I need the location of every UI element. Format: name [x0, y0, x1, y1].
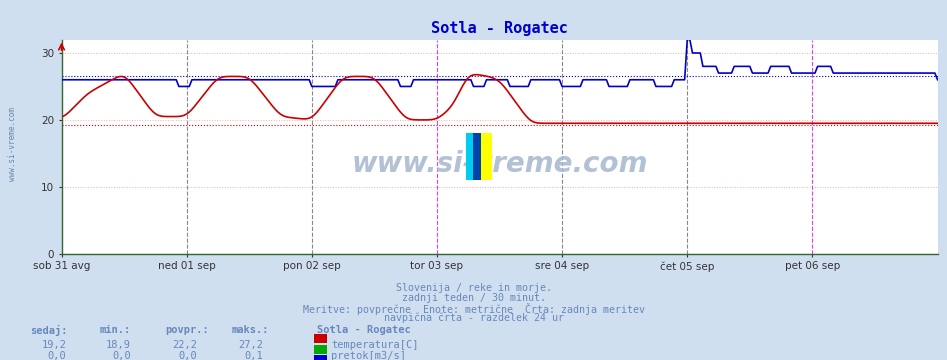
Text: www.si-vreme.com: www.si-vreme.com: [8, 107, 17, 181]
Text: 27,2: 27,2: [239, 340, 263, 350]
Text: sedaj:: sedaj:: [30, 325, 68, 336]
Text: navpična črta - razdelek 24 ur: navpična črta - razdelek 24 ur: [384, 312, 563, 323]
Text: 0,0: 0,0: [112, 351, 131, 360]
Text: 0,1: 0,1: [244, 351, 263, 360]
Polygon shape: [474, 133, 481, 180]
Text: 22,2: 22,2: [172, 340, 197, 350]
Title: Sotla - Rogatec: Sotla - Rogatec: [431, 21, 568, 36]
Text: 18,9: 18,9: [106, 340, 131, 350]
Text: min.:: min.:: [99, 325, 131, 335]
Text: 0,0: 0,0: [178, 351, 197, 360]
Text: zadnji teden / 30 minut.: zadnji teden / 30 minut.: [402, 293, 545, 303]
Text: Meritve: povprečne  Enote: metrične  Črta: zadnja meritev: Meritve: povprečne Enote: metrične Črta:…: [302, 303, 645, 315]
Text: www.si-vreme.com: www.si-vreme.com: [351, 150, 648, 178]
Text: Sotla - Rogatec: Sotla - Rogatec: [317, 325, 411, 335]
Text: temperatura[C]: temperatura[C]: [331, 340, 419, 350]
Bar: [466, 133, 491, 180]
Text: maks.:: maks.:: [232, 325, 270, 335]
Text: pretok[m3/s]: pretok[m3/s]: [331, 351, 406, 360]
Bar: [466, 133, 480, 180]
Text: 0,0: 0,0: [47, 351, 66, 360]
Text: povpr.:: povpr.:: [166, 325, 209, 335]
Text: 19,2: 19,2: [42, 340, 66, 350]
Text: Slovenija / reke in morje.: Slovenija / reke in morje.: [396, 283, 551, 293]
